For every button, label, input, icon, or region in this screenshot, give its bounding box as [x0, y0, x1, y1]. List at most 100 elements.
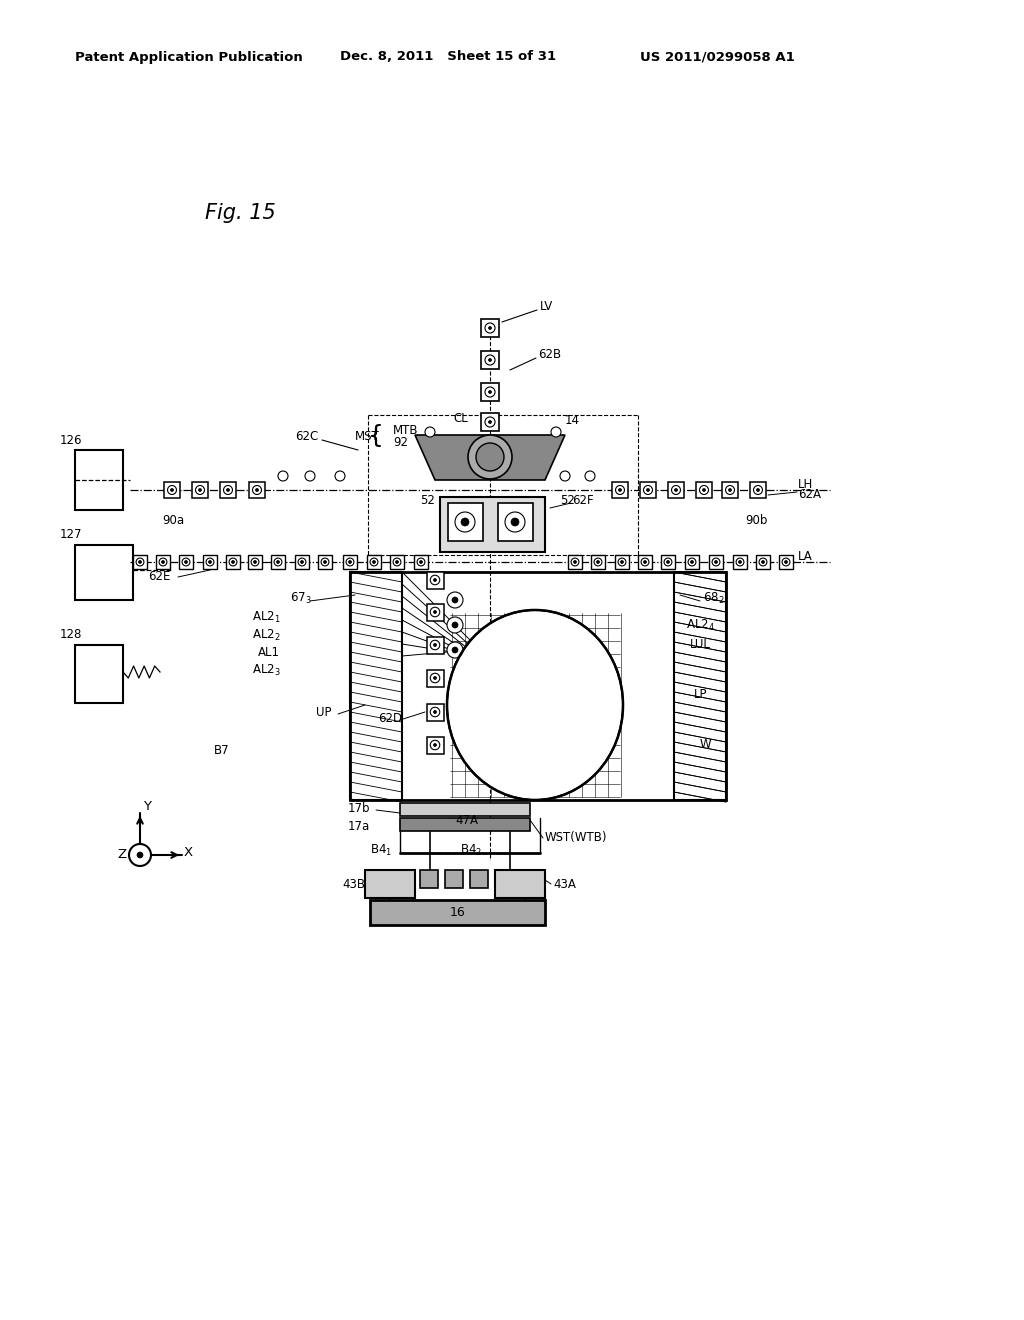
Circle shape	[511, 517, 519, 525]
Circle shape	[476, 444, 504, 471]
Circle shape	[712, 558, 720, 566]
Text: Y: Y	[143, 800, 151, 813]
Circle shape	[488, 421, 492, 424]
Circle shape	[702, 488, 706, 491]
Circle shape	[621, 561, 624, 564]
Bar	[756, 554, 770, 569]
Circle shape	[728, 488, 731, 491]
Circle shape	[461, 517, 469, 525]
Text: 62C: 62C	[295, 430, 318, 444]
Text: 16: 16	[451, 907, 466, 920]
Circle shape	[298, 558, 306, 566]
Bar	[390, 554, 404, 569]
Circle shape	[335, 471, 345, 480]
Bar	[318, 554, 332, 569]
Circle shape	[137, 851, 143, 858]
Circle shape	[667, 561, 670, 564]
Bar	[350, 572, 402, 800]
Circle shape	[759, 558, 767, 566]
Circle shape	[726, 486, 734, 495]
Circle shape	[417, 558, 425, 566]
Circle shape	[485, 387, 495, 397]
Bar	[427, 737, 443, 754]
Text: 52: 52	[420, 494, 435, 507]
Bar	[449, 503, 483, 541]
Text: 68$_2$: 68$_2$	[703, 590, 725, 606]
Circle shape	[274, 558, 282, 566]
Bar	[495, 870, 545, 898]
Circle shape	[253, 486, 261, 495]
Bar	[427, 704, 443, 721]
Bar	[350, 572, 726, 800]
Text: AL2$_3$: AL2$_3$	[252, 663, 281, 677]
Text: Patent Application Publication: Patent Application Publication	[75, 50, 303, 63]
Bar	[612, 482, 628, 498]
Bar	[370, 900, 545, 925]
Text: LUL: LUL	[690, 639, 711, 652]
Circle shape	[276, 561, 280, 564]
Circle shape	[430, 640, 439, 649]
Text: {: {	[368, 424, 384, 447]
Bar	[271, 554, 285, 569]
Text: LP: LP	[694, 689, 708, 701]
Circle shape	[485, 323, 495, 333]
Bar	[696, 482, 712, 498]
Circle shape	[430, 673, 439, 682]
Bar	[445, 870, 463, 888]
Bar	[400, 818, 530, 832]
Bar	[414, 554, 428, 569]
Circle shape	[159, 558, 167, 566]
Text: LV: LV	[540, 301, 553, 314]
Bar	[400, 803, 530, 816]
Circle shape	[206, 558, 214, 566]
Text: US 2011/0299058 A1: US 2011/0299058 A1	[640, 50, 795, 63]
Circle shape	[184, 561, 187, 564]
Circle shape	[675, 488, 678, 491]
Circle shape	[433, 710, 436, 714]
Text: MTB: MTB	[393, 424, 419, 437]
Bar	[615, 554, 629, 569]
Bar	[427, 669, 443, 686]
Text: UP: UP	[316, 705, 332, 718]
Bar	[248, 554, 262, 569]
Circle shape	[393, 558, 401, 566]
Text: AL2$_1$: AL2$_1$	[252, 610, 281, 624]
Circle shape	[395, 561, 398, 564]
Text: 43B: 43B	[342, 878, 365, 891]
Circle shape	[226, 488, 229, 491]
Bar	[591, 554, 605, 569]
Ellipse shape	[447, 610, 623, 800]
Text: LH: LH	[798, 478, 813, 491]
Text: Dec. 8, 2011   Sheet 15 of 31: Dec. 8, 2011 Sheet 15 of 31	[340, 50, 556, 63]
Circle shape	[305, 471, 315, 480]
Text: CL: CL	[453, 412, 468, 425]
Bar	[133, 554, 147, 569]
Circle shape	[594, 558, 602, 566]
Circle shape	[551, 426, 561, 437]
Circle shape	[171, 488, 173, 491]
Bar	[722, 482, 738, 498]
Circle shape	[699, 486, 709, 495]
Circle shape	[618, 488, 622, 491]
Circle shape	[209, 561, 212, 564]
Text: 17b: 17b	[348, 801, 371, 814]
Circle shape	[452, 622, 458, 628]
Text: 127: 127	[60, 528, 83, 541]
Bar	[75, 450, 123, 510]
Bar	[75, 645, 123, 704]
Circle shape	[615, 486, 625, 495]
Bar	[498, 503, 534, 541]
Bar	[343, 554, 357, 569]
Text: 126: 126	[60, 433, 83, 446]
Text: 43A: 43A	[553, 878, 575, 891]
Circle shape	[229, 558, 237, 566]
Circle shape	[672, 486, 681, 495]
Circle shape	[585, 471, 595, 480]
Bar	[203, 554, 217, 569]
Text: 62B: 62B	[538, 348, 561, 362]
Circle shape	[784, 561, 787, 564]
Circle shape	[738, 561, 741, 564]
Circle shape	[430, 576, 439, 585]
Bar	[295, 554, 309, 569]
Circle shape	[433, 610, 436, 614]
